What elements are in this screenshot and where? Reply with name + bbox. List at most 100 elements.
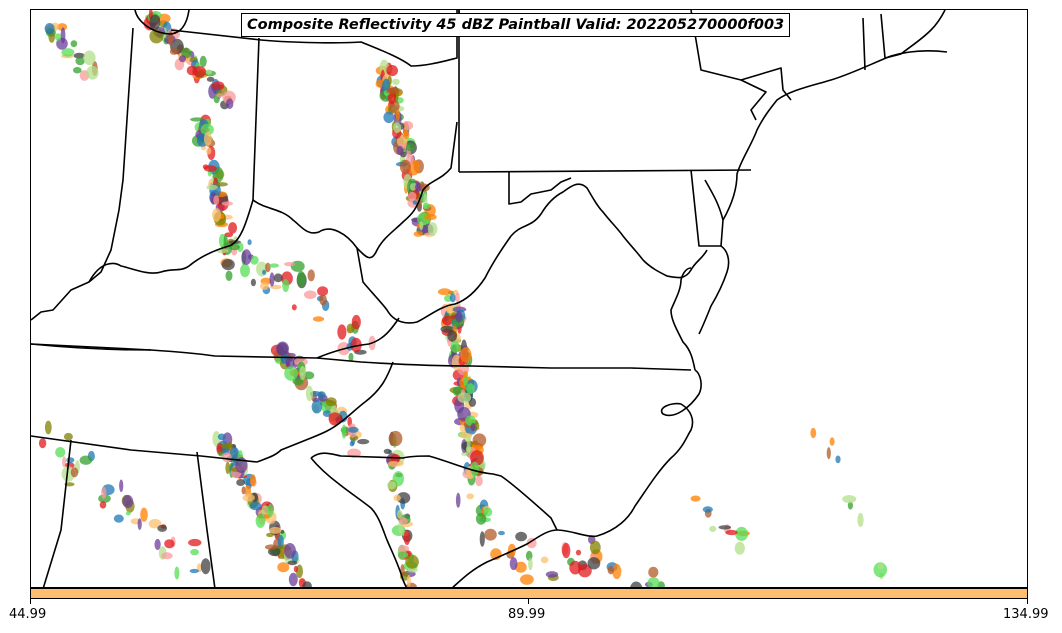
reflectivity-blob	[122, 494, 134, 509]
reflectivity-blob	[520, 574, 534, 585]
reflectivity-blob	[242, 493, 255, 502]
reflectivity-blob	[847, 501, 854, 510]
reflectivity-blob	[44, 23, 55, 35]
reflectivity-blob	[607, 566, 614, 575]
reflectivity-blob	[277, 562, 290, 573]
reflectivity-blob	[213, 195, 220, 206]
reflectivity-blob	[412, 200, 418, 205]
reflectivity-blob	[283, 262, 296, 267]
colorbar-label-min: 44.99	[9, 607, 47, 622]
reflectivity-paintball-layer	[38, 10, 888, 587]
reflectivity-blob	[483, 507, 493, 517]
reflectivity-blob	[405, 554, 419, 569]
reflectivity-blob	[403, 530, 411, 545]
reflectivity-blob	[247, 239, 252, 246]
reflectivity-blob	[437, 288, 452, 296]
reflectivity-blob	[422, 203, 431, 209]
reflectivity-blob	[229, 244, 240, 251]
reflectivity-blob	[468, 397, 477, 407]
reflectivity-blob	[450, 340, 460, 353]
reflectivity-blob	[392, 471, 404, 487]
reflectivity-blob	[349, 441, 355, 447]
reflectivity-blob	[259, 282, 269, 290]
reflectivity-blob	[192, 66, 207, 78]
reflectivity-blob	[79, 455, 93, 465]
reflectivity-blob	[190, 117, 205, 122]
reflectivity-blob	[648, 566, 659, 578]
reflectivity-blob	[276, 341, 289, 357]
reflectivity-blob	[458, 432, 473, 439]
reflectivity-blob	[293, 565, 298, 573]
reflectivity-blob	[305, 385, 314, 402]
colorbar-label-max: 134.99	[1003, 607, 1049, 622]
reflectivity-blob	[826, 447, 831, 460]
reflectivity-blob	[562, 542, 571, 559]
reflectivity-blob	[842, 495, 857, 504]
reflectivity-blob	[57, 23, 68, 31]
reflectivity-blob	[449, 293, 456, 303]
reflectivity-blob	[63, 432, 73, 441]
reflectivity-blob	[302, 581, 312, 587]
reflectivity-blob	[515, 531, 527, 542]
reflectivity-blob	[398, 517, 408, 525]
reflectivity-blob	[509, 557, 518, 571]
reflectivity-blob	[392, 78, 400, 86]
reflectivity-blob	[540, 556, 549, 564]
reflectivity-blob	[164, 539, 175, 549]
reflectivity-blob	[55, 447, 66, 458]
reflectivity-blob	[236, 242, 244, 252]
reflectivity-blob	[455, 292, 460, 303]
reflectivity-blob	[203, 131, 212, 146]
reflectivity-blob	[470, 423, 476, 432]
reflectivity-blob	[447, 330, 458, 342]
reflectivity-blob	[99, 501, 107, 509]
reflectivity-blob	[285, 356, 295, 370]
reflectivity-blob	[154, 538, 161, 551]
reflectivity-blob	[83, 50, 96, 66]
reflectivity-blob	[386, 87, 400, 94]
reflectivity-blob	[200, 123, 214, 136]
reflectivity-blob	[526, 537, 537, 549]
reflectivity-blob	[137, 518, 142, 530]
reflectivity-blob	[317, 286, 329, 297]
reflectivity-blob	[406, 142, 415, 152]
reflectivity-blob	[351, 314, 361, 330]
reflectivity-blob	[211, 81, 225, 91]
reflectivity-blob	[387, 481, 397, 490]
reflectivity-blob	[250, 278, 256, 287]
reflectivity-blob	[725, 529, 738, 536]
reflectivity-blob	[125, 510, 131, 516]
reflectivity-blob	[113, 514, 124, 523]
reflectivity-blob	[221, 201, 234, 206]
colorbar-tick-min	[30, 599, 31, 604]
reflectivity-blob	[630, 581, 643, 587]
reflectivity-blob	[420, 181, 425, 188]
reflectivity-blob	[479, 531, 485, 547]
reflectivity-blob	[877, 562, 885, 570]
reflectivity-blob	[140, 507, 148, 522]
reflectivity-blob	[62, 456, 67, 468]
reflectivity-blob	[205, 69, 212, 75]
reflectivity-blob	[269, 526, 282, 534]
reflectivity-blob	[266, 532, 274, 538]
reflectivity-blob	[427, 222, 438, 236]
reflectivity-blob	[578, 564, 592, 578]
reflectivity-blob	[835, 455, 841, 464]
reflectivity-blob	[148, 518, 162, 529]
reflectivity-blob	[236, 479, 246, 486]
reflectivity-blob	[212, 431, 221, 447]
reflectivity-blob	[484, 528, 497, 541]
reflectivity-blob	[393, 122, 402, 134]
reflectivity-blob	[575, 549, 582, 556]
reflectivity-blob	[287, 560, 298, 566]
reflectivity-blob	[296, 271, 306, 287]
reflectivity-blob	[229, 447, 240, 463]
reflectivity-blob	[455, 310, 463, 323]
colorbar-tick-max	[1027, 599, 1028, 604]
reflectivity-blob	[284, 543, 296, 559]
reflectivity-blob	[75, 56, 85, 66]
reflectivity-blob	[307, 269, 315, 282]
reflectivity-blob	[119, 479, 124, 493]
reflectivity-blob	[322, 410, 332, 417]
reflectivity-blob	[157, 524, 168, 532]
